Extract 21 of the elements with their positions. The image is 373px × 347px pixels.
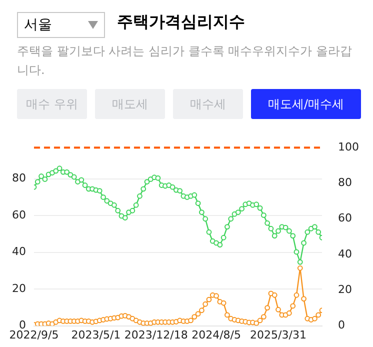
y-tick-label: 60 <box>12 208 26 222</box>
chart-title: 주택가격심리지수 <box>117 12 245 33</box>
x-tick-label: 2025/3/31 <box>250 328 306 342</box>
y2-tick-label: 80 <box>338 176 352 190</box>
chart-subtitle: 주택을 팔기보다 사려는 심리가 클수록 매수우위지수가 올라갑니다. <box>17 43 353 79</box>
text: 매수세 <box>173 89 243 119</box>
y2-tick-label: 0 <box>338 318 346 332</box>
text: 매수 우위 <box>17 89 87 119</box>
y2-tick-label: 60 <box>338 212 352 225</box>
y2-tick-label: 20 <box>338 283 352 296</box>
text: 매도세/매수세 <box>251 89 361 119</box>
x-tick-label: 2024/8/5 <box>192 328 241 342</box>
x-tick-label: 2023/12/18 <box>124 328 188 342</box>
y-tick-label: 20 <box>12 282 26 295</box>
y2-tick-label: 40 <box>338 247 352 260</box>
text: 매도세 <box>95 89 165 119</box>
y-tick-label: 40 <box>12 245 26 258</box>
x-tick-label: 2023/5/1 <box>71 328 121 342</box>
y-tick-label: 80 <box>12 172 26 185</box>
y2-tick-label: 100 <box>338 140 360 154</box>
text: 서울 <box>24 16 52 34</box>
